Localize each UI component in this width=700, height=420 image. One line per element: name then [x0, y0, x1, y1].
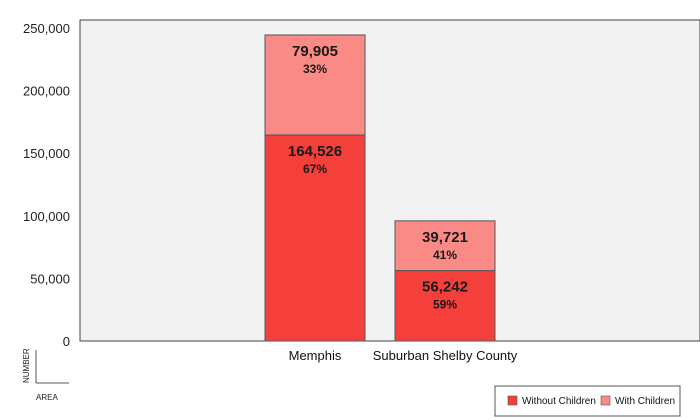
y-tick-labels: 0 50,000 100,000 150,000 200,000 250,000: [23, 21, 70, 349]
category-label: Suburban Shelby County: [373, 348, 518, 363]
y-tick-label: 100,000: [23, 209, 70, 224]
bar-segment: [264, 34, 366, 136]
bar-segment: [264, 134, 366, 342]
y-tick-label: 50,000: [30, 271, 70, 286]
legend: Without Children With Children: [494, 385, 681, 417]
bar-value-label: 39,721: [422, 229, 468, 246]
bar-value-label: 56,242: [422, 279, 468, 296]
legend-swatch-with-children: [600, 395, 611, 406]
bar-percent-label: 41%: [433, 248, 457, 262]
y-tick-label: 0: [63, 334, 70, 349]
bar-value-label: 79,905: [292, 43, 338, 60]
legend-swatch-without-children: [507, 395, 518, 406]
bar-value-label: 164,526: [288, 143, 342, 160]
legend-label-without-children: Without Children: [522, 396, 596, 407]
y-axis-title: NUMBER: [22, 348, 31, 383]
category-label: Memphis: [289, 348, 342, 363]
legend-box: [494, 385, 681, 417]
plot-area: [79, 19, 700, 342]
category-labels: Memphis Suburban Shelby County: [289, 348, 518, 363]
data-labels: 164,526 67% 79,905 33% 56,242 59% 39,721 41%: [288, 43, 468, 312]
bars: [264, 34, 496, 342]
bar-percent-label: 33%: [303, 62, 327, 76]
y-tick-label: 200,000: [23, 84, 70, 99]
x-axis-title: AREA: [36, 393, 58, 402]
legend-label-with-children: With Children: [615, 396, 675, 407]
y-tick-label: 250,000: [23, 21, 70, 36]
bar-percent-label: 67%: [303, 162, 327, 176]
axis-title-marker: NUMBER AREA: [22, 348, 69, 402]
bar-segment: [394, 220, 496, 272]
y-tick-label: 150,000: [23, 146, 70, 161]
bar-percent-label: 59%: [433, 298, 457, 312]
